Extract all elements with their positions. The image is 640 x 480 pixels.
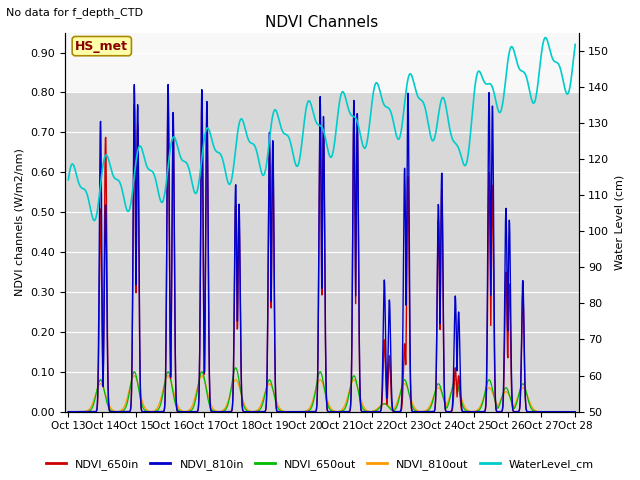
Bar (65, 33, 579, 93)
Text: No data for f_depth_CTD: No data for f_depth_CTD (6, 7, 143, 18)
Y-axis label: Water Level (cm): Water Level (cm) (615, 175, 625, 270)
Title: NDVI Channels: NDVI Channels (265, 15, 378, 30)
Text: HS_met: HS_met (76, 40, 128, 53)
Y-axis label: NDVI channels (W/m2/nm): NDVI channels (W/m2/nm) (15, 148, 25, 296)
Legend: NDVI_650in, NDVI_810in, NDVI_650out, NDVI_810out, WaterLevel_cm: NDVI_650in, NDVI_810in, NDVI_650out, NDV… (42, 455, 598, 474)
